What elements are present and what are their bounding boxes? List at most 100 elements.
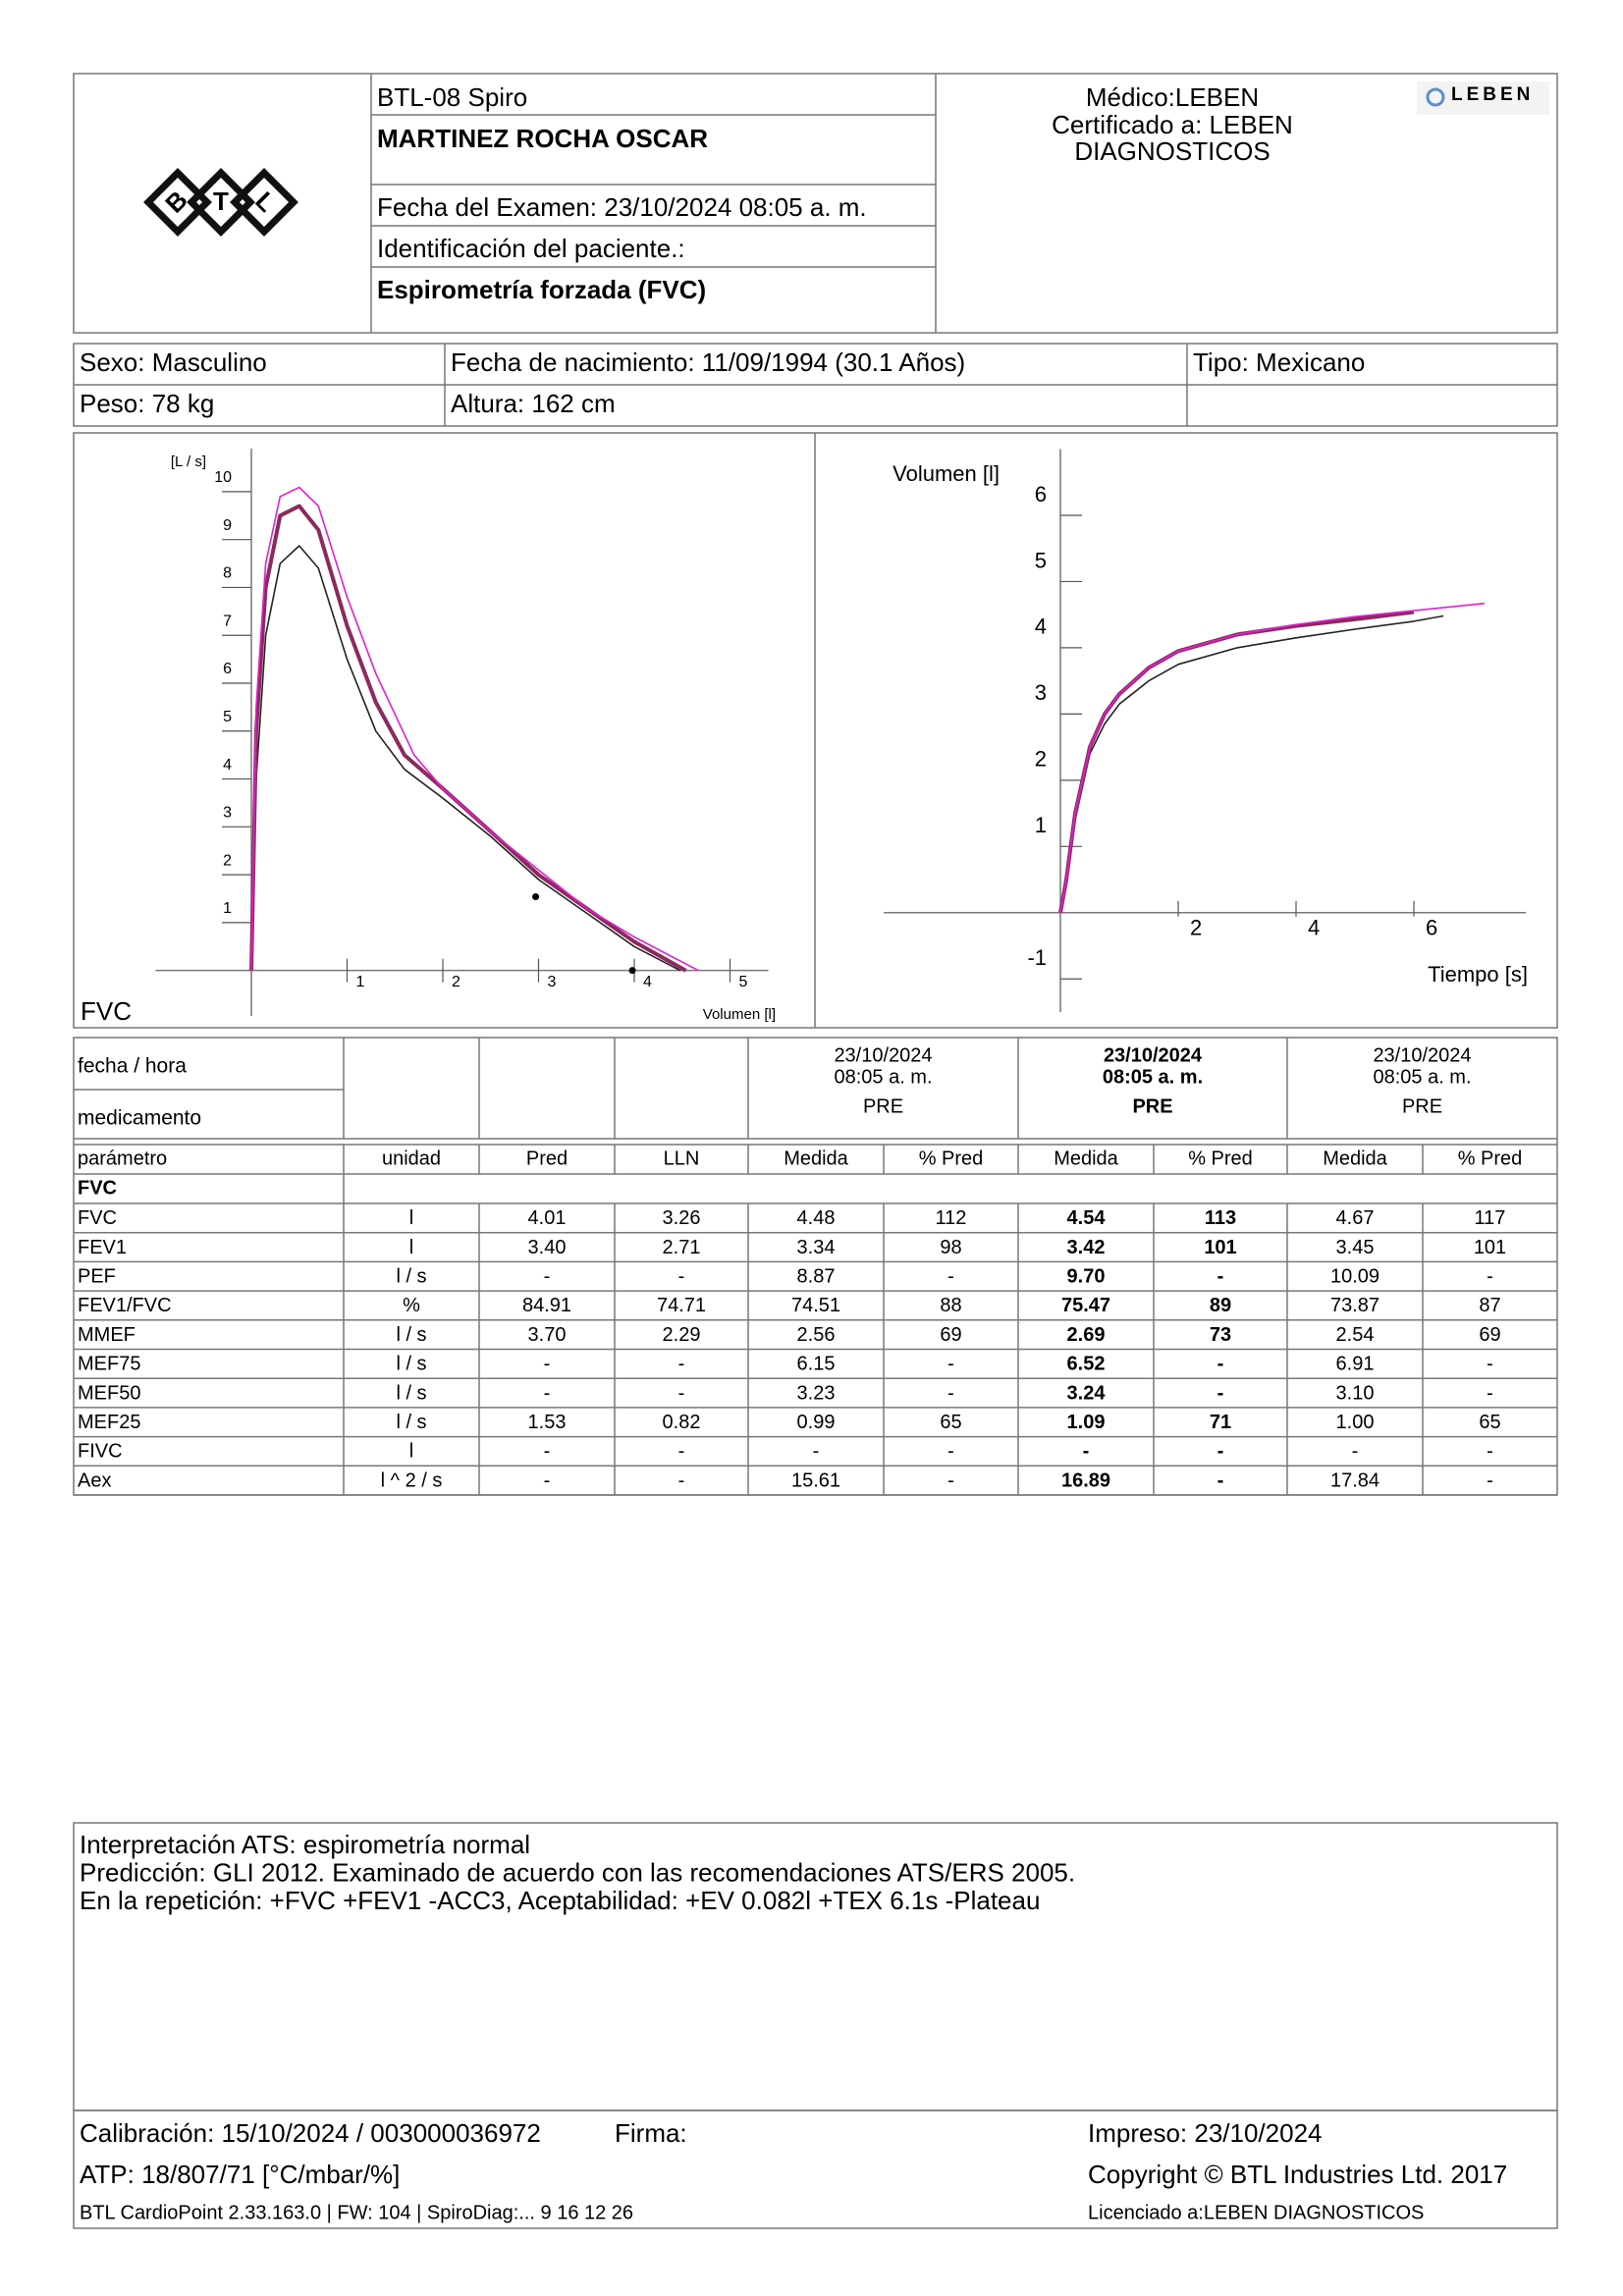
row-label: medicamento: [78, 1107, 201, 1130]
cell: 73: [1210, 1324, 1231, 1346]
x-tick-label: 5: [739, 974, 748, 990]
patient-field: Tipo: Mexicano: [1193, 347, 1365, 377]
cell: l ^ 2 / s: [381, 1469, 443, 1491]
cell: -: [678, 1469, 685, 1491]
cell: 4.67: [1336, 1207, 1375, 1229]
y-tick-label: 1: [1035, 813, 1047, 837]
cell: 3.40: [528, 1237, 567, 1258]
y-tick-label: 9: [223, 517, 232, 534]
copyright: Copyright © BTL Industries Ltd. 2017: [1088, 2160, 1507, 2189]
cell: PEF: [78, 1266, 116, 1288]
cell: 6.91: [1336, 1354, 1375, 1375]
cell: 87: [1479, 1295, 1500, 1316]
column-header: % Pred: [1188, 1148, 1253, 1169]
cell: 74.71: [657, 1295, 706, 1316]
cell: l: [409, 1237, 413, 1258]
trial-date: 23/10/2024: [834, 1044, 932, 1066]
y-axis-label: Volumen [l]: [893, 461, 1000, 486]
cell: 4.01: [528, 1207, 567, 1229]
cell: 73.87: [1330, 1295, 1380, 1316]
cell: 4.48: [797, 1207, 836, 1229]
y-tick-label: 6: [223, 661, 232, 677]
cell: 2.56: [797, 1324, 836, 1346]
cell: 3.23: [797, 1382, 836, 1404]
cell: 1.53: [528, 1412, 567, 1433]
cell: 1.00: [1336, 1412, 1375, 1433]
corner-label: FVC: [81, 996, 132, 1026]
lab-logo-box: [1417, 81, 1549, 115]
curve: [250, 486, 699, 972]
atp: ATP: 18/807/71 [°C/mbar/%]: [80, 2160, 400, 2189]
cell: 112: [936, 1207, 967, 1229]
cell: 3.70: [528, 1324, 567, 1346]
y-axis-label: [L / s]: [171, 454, 206, 470]
curve: [250, 545, 681, 972]
cell: 74.51: [791, 1295, 840, 1316]
cell: 84.91: [522, 1295, 571, 1316]
lab-logo-icon: [1426, 87, 1445, 107]
cell: -: [544, 1382, 551, 1404]
doctor: Médico:LEBEN: [1086, 82, 1259, 112]
y-tick-label: 6: [1035, 482, 1047, 507]
cell: 9.70: [1067, 1266, 1106, 1288]
row-label: fecha / hora: [78, 1055, 187, 1078]
cell: -: [1217, 1266, 1224, 1288]
cell: 3.24: [1067, 1382, 1107, 1404]
cell: 2.69: [1067, 1324, 1106, 1346]
doctor: Certificado a: LEBEN: [1052, 110, 1293, 139]
trial-medication: PRE: [863, 1095, 903, 1117]
cell: -: [947, 1266, 954, 1288]
cell: 101: [1474, 1237, 1506, 1258]
y-tick-label: 4: [1035, 614, 1047, 639]
cell: 101: [1204, 1237, 1236, 1258]
doctor: DIAGNOSTICOS: [1074, 136, 1270, 166]
column-header: LLN: [664, 1148, 700, 1169]
cell: l / s: [396, 1266, 426, 1288]
y-tick-label: 7: [223, 613, 232, 629]
y-tick-label: 1: [223, 900, 232, 917]
marker: [628, 967, 636, 975]
y-tick-label: 5: [1035, 548, 1047, 572]
y-tick-label: 3: [223, 805, 232, 822]
cell: -: [678, 1266, 685, 1288]
cell: -: [544, 1354, 551, 1375]
column-header: Medida: [784, 1148, 848, 1169]
cell: FIVC: [78, 1441, 123, 1463]
btl-logo: [143, 168, 298, 237]
cell: MEF75: [78, 1354, 140, 1375]
cell: 4.54: [1067, 1207, 1107, 1229]
x-tick-label: 1: [356, 974, 365, 990]
cell: 8.87: [797, 1266, 836, 1288]
cell: 10.09: [1330, 1266, 1380, 1288]
cell: -: [947, 1469, 954, 1491]
patient-field: Fecha de nacimiento: 11/09/1994 (30.1 Añ…: [451, 347, 965, 377]
cell: %: [403, 1295, 420, 1316]
trial-time: 08:05 a. m.: [1103, 1066, 1203, 1088]
cell: -: [678, 1382, 685, 1404]
cell: MEF50: [78, 1382, 140, 1404]
cell: l: [409, 1441, 413, 1463]
cell: 2.71: [663, 1237, 701, 1258]
cell: MEF25: [78, 1412, 140, 1433]
cell: -: [544, 1441, 551, 1463]
x-axis-label: Volumen [l]: [703, 1006, 776, 1023]
column-header: Medida: [1323, 1148, 1387, 1169]
x-tick-label: 2: [452, 974, 460, 990]
cell: 6.15: [797, 1354, 836, 1375]
cell: -: [947, 1354, 954, 1375]
device: BTL-08 Spiro: [377, 82, 527, 112]
cell: 75.47: [1061, 1295, 1110, 1316]
y-tick-label: -1: [1027, 945, 1047, 970]
software: BTL CardioPoint 2.33.163.0 | FW: 104 | S…: [80, 2202, 633, 2223]
y-tick-label: 5: [223, 709, 232, 725]
patient-id: Identificación del paciente.:: [377, 234, 685, 263]
curve: [249, 504, 687, 973]
licensed: Licenciado a:LEBEN DIAGNOSTICOS: [1088, 2202, 1424, 2223]
column-header: parámetro: [78, 1148, 167, 1169]
interpretation-line: Interpretación ATS: espirometría normal: [80, 1830, 530, 1859]
cell: 0.99: [797, 1412, 836, 1433]
exam-date: Fecha del Examen: 23/10/2024 08:05 a. m.: [377, 192, 867, 222]
cell: 89: [1210, 1295, 1231, 1316]
